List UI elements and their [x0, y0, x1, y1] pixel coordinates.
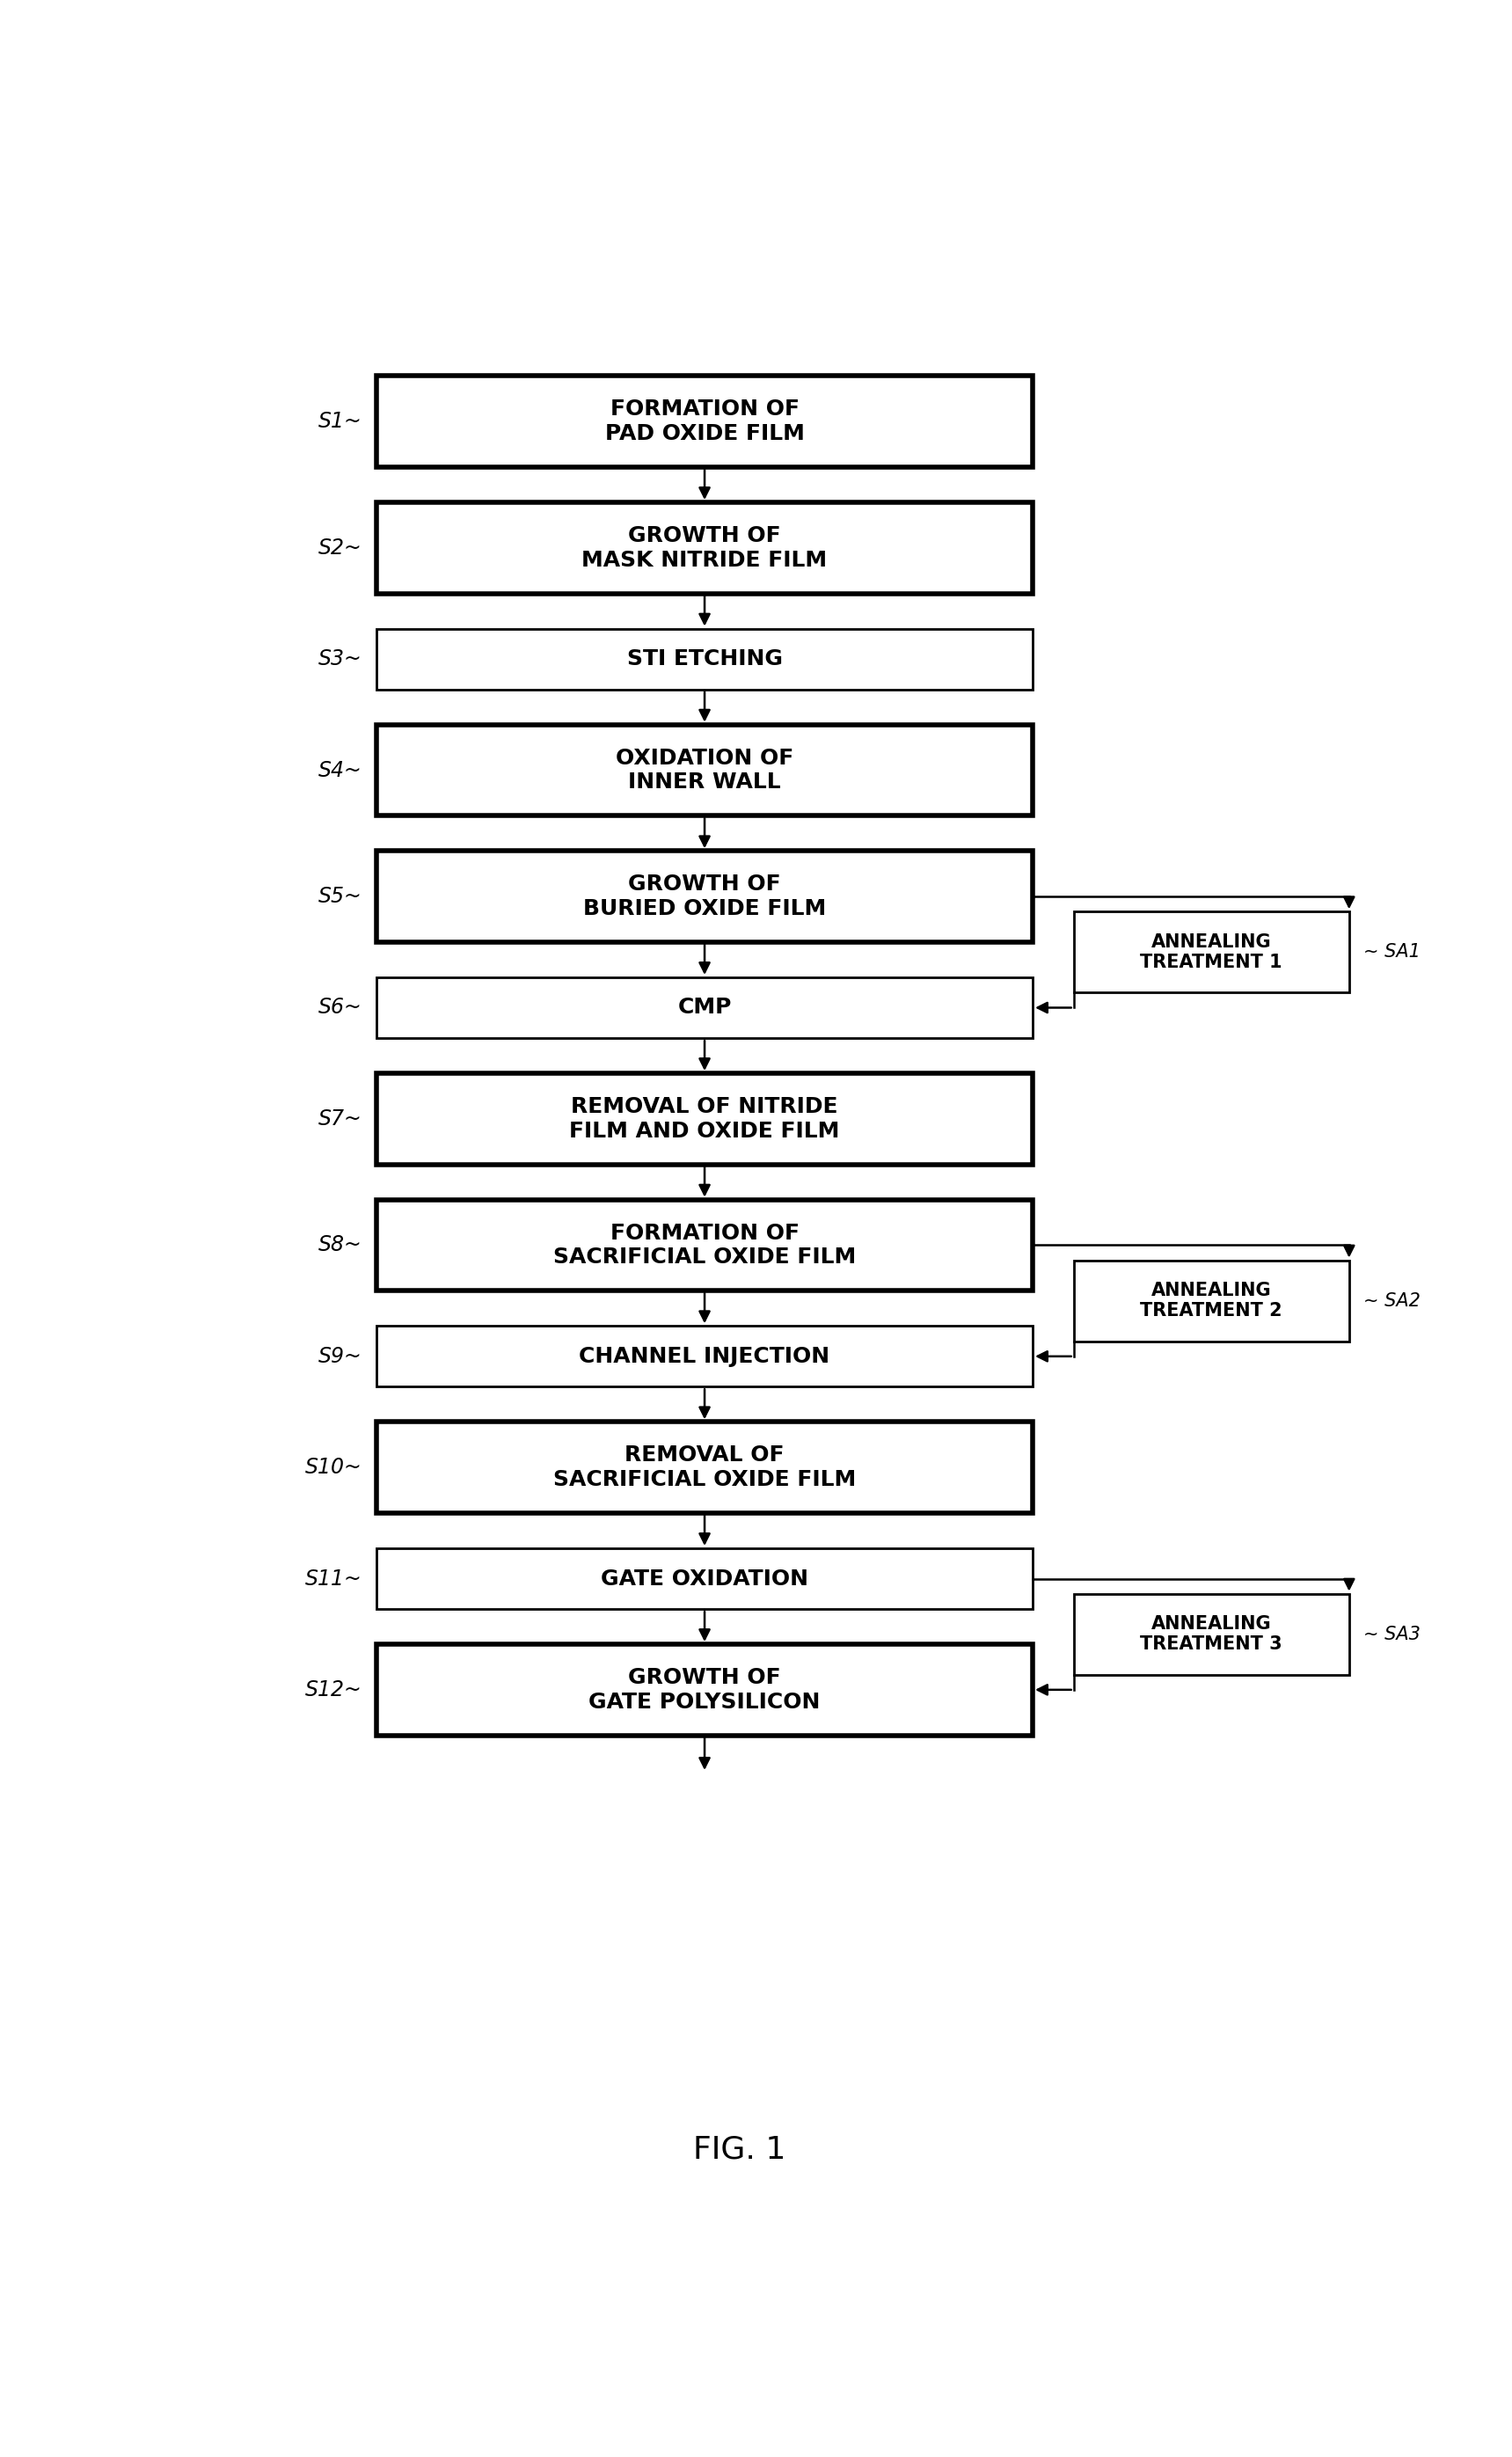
Text: S3~: S3~: [319, 649, 363, 671]
Text: FIG. 1: FIG. 1: [694, 2135, 786, 2165]
FancyBboxPatch shape: [1074, 1595, 1349, 1676]
FancyBboxPatch shape: [376, 1327, 1033, 1386]
Text: OXIDATION OF
INNER WALL: OXIDATION OF INNER WALL: [615, 747, 794, 794]
Text: ~ SA1: ~ SA1: [1364, 943, 1420, 961]
Text: CMP: CMP: [677, 998, 732, 1017]
FancyBboxPatch shape: [376, 850, 1033, 941]
FancyBboxPatch shape: [376, 725, 1033, 816]
FancyBboxPatch shape: [376, 1074, 1033, 1165]
Text: S4~: S4~: [319, 759, 363, 781]
Text: S12~: S12~: [305, 1678, 363, 1700]
FancyBboxPatch shape: [376, 978, 1033, 1037]
Text: S5~: S5~: [319, 887, 363, 907]
Text: CHANNEL INJECTION: CHANNEL INJECTION: [579, 1346, 830, 1366]
Text: STI ETCHING: STI ETCHING: [627, 649, 782, 671]
FancyBboxPatch shape: [376, 1199, 1033, 1290]
Text: GATE OXIDATION: GATE OXIDATION: [600, 1568, 809, 1590]
Text: GROWTH OF
MASK NITRIDE FILM: GROWTH OF MASK NITRIDE FILM: [582, 526, 827, 570]
Text: REMOVAL OF
SACRIFICIAL OXIDE FILM: REMOVAL OF SACRIFICIAL OXIDE FILM: [553, 1445, 856, 1491]
FancyBboxPatch shape: [376, 629, 1033, 690]
Text: S6~: S6~: [319, 998, 363, 1017]
Text: S10~: S10~: [305, 1457, 363, 1479]
FancyBboxPatch shape: [1074, 1260, 1349, 1342]
Text: REMOVAL OF NITRIDE
FILM AND OXIDE FILM: REMOVAL OF NITRIDE FILM AND OXIDE FILM: [570, 1096, 839, 1143]
Text: ANNEALING
TREATMENT 2: ANNEALING TREATMENT 2: [1140, 1283, 1282, 1319]
Text: GROWTH OF
GATE POLYSILICON: GROWTH OF GATE POLYSILICON: [588, 1666, 821, 1713]
Text: S2~: S2~: [319, 538, 363, 558]
Text: S1~: S1~: [319, 410, 363, 432]
FancyBboxPatch shape: [376, 1644, 1033, 1735]
Text: S11~: S11~: [305, 1568, 363, 1590]
Text: ~ SA2: ~ SA2: [1364, 1292, 1420, 1310]
Text: FORMATION OF
SACRIFICIAL OXIDE FILM: FORMATION OF SACRIFICIAL OXIDE FILM: [553, 1224, 856, 1268]
Text: GROWTH OF
BURIED OXIDE FILM: GROWTH OF BURIED OXIDE FILM: [584, 875, 826, 919]
FancyBboxPatch shape: [376, 376, 1033, 467]
Text: FORMATION OF
PAD OXIDE FILM: FORMATION OF PAD OXIDE FILM: [605, 398, 804, 445]
Text: ANNEALING
TREATMENT 3: ANNEALING TREATMENT 3: [1140, 1614, 1282, 1654]
FancyBboxPatch shape: [1074, 912, 1349, 993]
FancyBboxPatch shape: [376, 1423, 1033, 1514]
Text: ANNEALING
TREATMENT 1: ANNEALING TREATMENT 1: [1140, 934, 1282, 971]
Text: S8~: S8~: [319, 1233, 363, 1256]
FancyBboxPatch shape: [376, 1548, 1033, 1609]
Text: S7~: S7~: [319, 1108, 363, 1130]
Text: S9~: S9~: [319, 1346, 363, 1366]
Text: ~ SA3: ~ SA3: [1364, 1627, 1420, 1644]
FancyBboxPatch shape: [376, 501, 1033, 595]
